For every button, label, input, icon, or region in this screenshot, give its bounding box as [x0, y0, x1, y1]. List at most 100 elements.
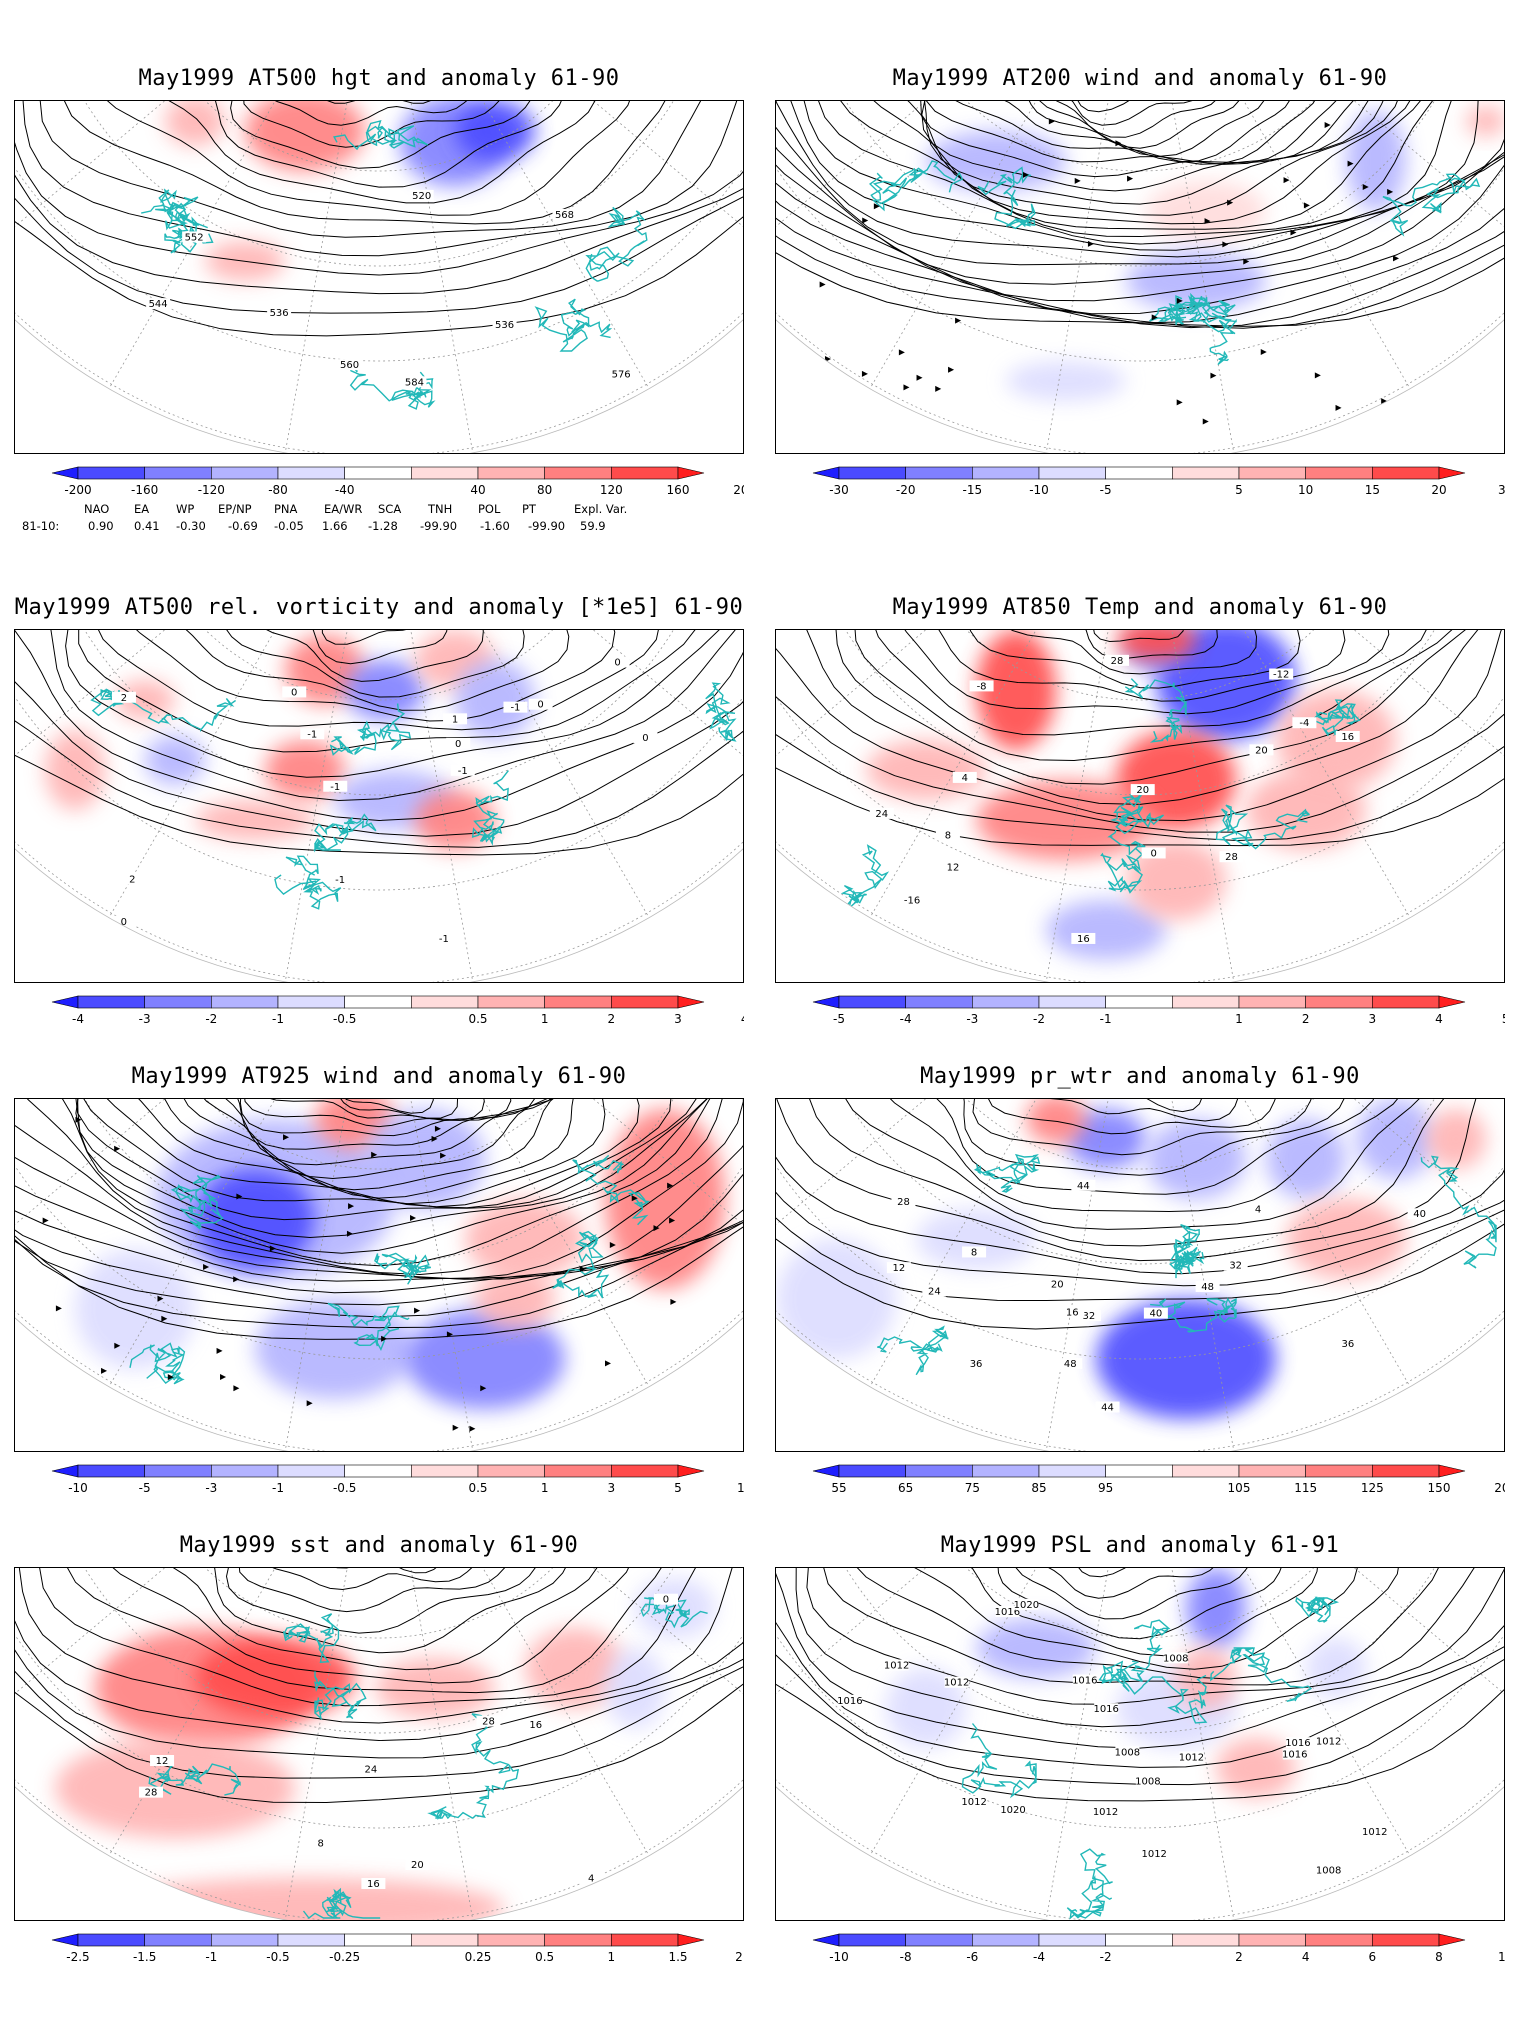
- meridian-line: [1139, 1099, 1504, 1280]
- contour-label: 1016: [1093, 1704, 1118, 1715]
- coastline: [1175, 1230, 1195, 1279]
- stream-arrow: [1127, 175, 1134, 182]
- contour-label: 1016: [1282, 1750, 1307, 1761]
- contour-line: [259, 101, 516, 126]
- contour-line: [923, 101, 1347, 165]
- contour-line: [902, 101, 1403, 205]
- colorbar-box: [144, 1464, 212, 1478]
- contour-label: 1008: [1115, 1747, 1140, 1758]
- contour-line: [280, 630, 507, 665]
- stream-arrow: [1290, 229, 1297, 236]
- contour-label: -1: [510, 703, 520, 714]
- stream-arrow: [42, 1217, 49, 1224]
- colorbar-box: [1372, 466, 1440, 480]
- stream-arrow: [1362, 183, 1369, 190]
- colorbar-box: [211, 995, 279, 1009]
- anomaly-shading: [195, 800, 315, 840]
- contour-line: [972, 1568, 1322, 1640]
- colorbar-box: [972, 1464, 1040, 1478]
- stream-arrow: [446, 1331, 453, 1338]
- colorbar: -10 -5 -3 -1 -0.5 0.5 1 3 5 10: [14, 1459, 752, 1503]
- contour-label: 20: [1255, 745, 1268, 756]
- stream-arrow: [1115, 140, 1122, 147]
- contour-label: 2: [129, 874, 135, 885]
- contour-line: [776, 630, 1504, 833]
- contour-line: [1026, 630, 1251, 659]
- colorbar-graphic: -10 -8 -6 -4 -2 2 4 6 8 10: [812, 1933, 1513, 1964]
- anomaly-shading: [455, 101, 535, 161]
- panel-title: May1999 sst and anomaly 61-90: [179, 1533, 579, 1558]
- coastline: [1188, 300, 1237, 366]
- meridian-line: [776, 101, 1141, 113]
- colorbar-tick-label: -2: [1033, 1012, 1045, 1026]
- stream-arrow: [431, 1135, 438, 1142]
- contour-label: 1020: [1000, 1805, 1025, 1816]
- contour-line: [1007, 1099, 1257, 1122]
- contour-line: [78, 630, 703, 753]
- stream-arrow: [1283, 177, 1290, 184]
- panel-title: May1999 AT500 hgt and anomaly 61-90: [138, 66, 620, 91]
- stream-arrow: [1048, 118, 1055, 125]
- stream-arrow: [1381, 398, 1388, 405]
- colorbar-right-arrow: [677, 995, 705, 1009]
- coastline: [1215, 804, 1310, 850]
- meridian-line: [378, 1568, 477, 1920]
- contour-label: 24: [364, 1764, 377, 1775]
- colorbar-tick-label: 105: [1228, 1481, 1251, 1495]
- contour-label: 48: [1064, 1359, 1077, 1370]
- contour-line: [15, 630, 743, 848]
- colorbar-tick-label: -0.5: [266, 1950, 289, 1964]
- colorbar-tick-label: -1: [272, 1481, 284, 1495]
- contour-line: [79, 1099, 672, 1209]
- contour-label: 16: [1341, 732, 1354, 743]
- contour-label: 20: [1051, 1279, 1064, 1290]
- contour-label: 544: [149, 299, 168, 310]
- colorbar-left-arrow: [51, 1933, 79, 1947]
- contour-line: [15, 1568, 742, 1724]
- coastline: [572, 1154, 651, 1226]
- stream-arrow: [631, 1195, 638, 1202]
- contour-line: [907, 1099, 1383, 1195]
- contour-line: [776, 101, 1504, 327]
- contour-line: [20, 101, 743, 257]
- colorbar-box: [344, 995, 412, 1009]
- contour-line: [837, 1099, 1439, 1230]
- stream-arrow: [1393, 255, 1400, 262]
- meridian-line: [1139, 101, 1504, 282]
- contour-line: [1031, 1568, 1279, 1599]
- anomaly-shading: [55, 1738, 295, 1838]
- contour-line: [265, 1099, 469, 1119]
- colorbar-tick-label: -200: [64, 483, 91, 497]
- colorbar-tick-label: 85: [1031, 1481, 1046, 1495]
- contour-line: [15, 1099, 743, 1280]
- contour-label: 28: [897, 1197, 910, 1208]
- coastline: [274, 855, 342, 910]
- stream-arrow: [873, 203, 880, 210]
- contour-label: 1012: [961, 1797, 986, 1808]
- colorbar: -200 -160 -120 -80 -40 40 80 120 160 200: [14, 461, 756, 505]
- colorbar-tick-label: 8: [1435, 1950, 1443, 1964]
- meridian-line: [1139, 630, 1421, 936]
- contour-line: [776, 1099, 1504, 1302]
- colorbar-tick-label: 1: [608, 1950, 616, 1964]
- colorbar-graphic: -10 -5 -3 -1 -0.5 0.5 1 3 5 10: [51, 1464, 752, 1495]
- map-frame: [775, 100, 1505, 454]
- contour-line: [831, 630, 1495, 785]
- meridian-line: [15, 630, 380, 811]
- contour-line: [15, 630, 743, 837]
- colorbar-tick-label: -120: [198, 483, 225, 497]
- meridian-line: [378, 630, 477, 982]
- index-header: EA: [134, 502, 150, 516]
- stream-arrow: [410, 1214, 417, 1221]
- latitude-circle: [33, 101, 725, 267]
- contour-line: [854, 630, 1466, 762]
- meridian-line: [15, 1568, 380, 1580]
- colorbar-box: [611, 995, 679, 1009]
- colorbar-left-arrow: [812, 1933, 840, 1947]
- colorbar-tick-label: 40: [470, 483, 485, 497]
- contour-line: [917, 630, 1346, 702]
- contour-label: 0: [291, 687, 297, 698]
- stream-arrow: [348, 1203, 355, 1210]
- colorbar-box: [477, 1464, 545, 1478]
- contour-label: 16: [1066, 1307, 1079, 1318]
